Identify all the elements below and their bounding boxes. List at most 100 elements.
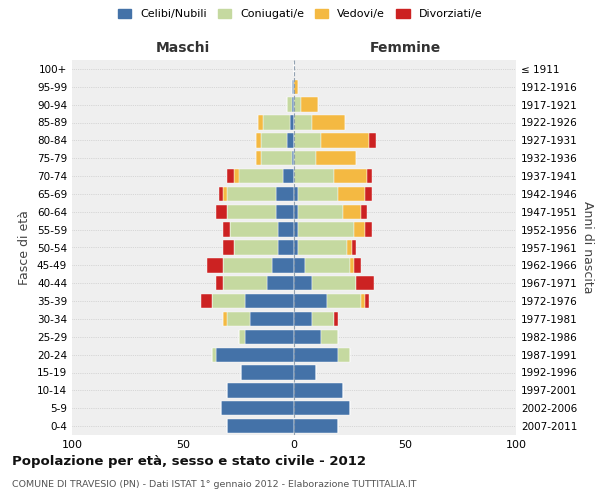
- Bar: [294, 133, 320, 148]
- Y-axis label: Anni di nascita: Anni di nascita: [581, 201, 594, 294]
- Bar: [256, 151, 260, 166]
- Bar: [338, 348, 349, 362]
- Bar: [276, 204, 294, 219]
- Bar: [223, 312, 227, 326]
- Bar: [287, 133, 294, 148]
- Bar: [320, 330, 338, 344]
- Bar: [260, 133, 287, 148]
- Bar: [312, 312, 334, 326]
- Bar: [292, 151, 294, 166]
- Legend: Celibi/Nubili, Coniugati/e, Vedovi/e, Divorziati/e: Celibi/Nubili, Coniugati/e, Vedovi/e, Di…: [115, 6, 485, 22]
- Bar: [347, 240, 352, 254]
- Bar: [316, 151, 356, 166]
- Bar: [234, 240, 278, 254]
- Bar: [227, 169, 234, 183]
- Bar: [227, 187, 276, 201]
- Bar: [312, 276, 356, 290]
- Bar: [223, 240, 234, 254]
- Bar: [263, 116, 290, 130]
- Bar: [223, 187, 227, 201]
- Bar: [278, 240, 294, 254]
- Bar: [294, 240, 298, 254]
- Bar: [298, 204, 343, 219]
- Bar: [212, 294, 245, 308]
- Bar: [294, 294, 328, 308]
- Bar: [227, 204, 276, 219]
- Bar: [328, 294, 361, 308]
- Bar: [216, 204, 227, 219]
- Bar: [365, 187, 372, 201]
- Bar: [268, 276, 294, 290]
- Bar: [292, 98, 294, 112]
- Bar: [294, 312, 312, 326]
- Bar: [343, 204, 361, 219]
- Bar: [352, 240, 356, 254]
- Bar: [294, 348, 338, 362]
- Bar: [294, 116, 312, 130]
- Text: Femmine: Femmine: [370, 40, 440, 54]
- Bar: [305, 258, 349, 272]
- Bar: [312, 116, 345, 130]
- Bar: [245, 330, 294, 344]
- Bar: [239, 330, 245, 344]
- Bar: [338, 187, 365, 201]
- Text: Maschi: Maschi: [156, 40, 210, 54]
- Bar: [298, 240, 347, 254]
- Bar: [260, 151, 292, 166]
- Bar: [294, 276, 312, 290]
- Bar: [294, 187, 298, 201]
- Bar: [301, 98, 319, 112]
- Bar: [354, 258, 361, 272]
- Bar: [208, 258, 223, 272]
- Bar: [227, 419, 294, 433]
- Bar: [356, 276, 374, 290]
- Bar: [276, 187, 294, 201]
- Bar: [216, 276, 223, 290]
- Bar: [283, 169, 294, 183]
- Bar: [298, 222, 354, 237]
- Bar: [294, 151, 316, 166]
- Bar: [238, 169, 283, 183]
- Bar: [294, 258, 305, 272]
- Bar: [334, 312, 338, 326]
- Bar: [230, 222, 278, 237]
- Bar: [223, 222, 230, 237]
- Bar: [241, 366, 294, 380]
- Bar: [361, 294, 365, 308]
- Bar: [259, 116, 263, 130]
- Bar: [221, 401, 294, 415]
- Bar: [250, 312, 294, 326]
- Bar: [294, 169, 334, 183]
- Bar: [367, 169, 372, 183]
- Bar: [354, 222, 365, 237]
- Bar: [223, 276, 268, 290]
- Bar: [294, 419, 338, 433]
- Bar: [294, 401, 349, 415]
- Bar: [320, 133, 370, 148]
- Text: Popolazione per età, sesso e stato civile - 2012: Popolazione per età, sesso e stato civil…: [12, 455, 366, 468]
- Bar: [201, 294, 212, 308]
- Bar: [298, 187, 338, 201]
- Bar: [365, 294, 370, 308]
- Bar: [227, 383, 294, 398]
- Bar: [256, 133, 260, 148]
- Bar: [272, 258, 294, 272]
- Bar: [223, 258, 272, 272]
- Bar: [334, 169, 367, 183]
- Bar: [234, 169, 239, 183]
- Bar: [294, 366, 316, 380]
- Text: COMUNE DI TRAVESIO (PN) - Dati ISTAT 1° gennaio 2012 - Elaborazione TUTTITALIA.I: COMUNE DI TRAVESIO (PN) - Dati ISTAT 1° …: [12, 480, 416, 489]
- Bar: [245, 294, 294, 308]
- Bar: [227, 312, 250, 326]
- Bar: [218, 187, 223, 201]
- Bar: [290, 116, 294, 130]
- Bar: [212, 348, 217, 362]
- Bar: [278, 222, 294, 237]
- Y-axis label: Fasce di età: Fasce di età: [19, 210, 31, 285]
- Bar: [292, 80, 294, 94]
- Bar: [294, 98, 301, 112]
- Bar: [349, 258, 354, 272]
- Bar: [294, 383, 343, 398]
- Bar: [365, 222, 372, 237]
- Bar: [217, 348, 294, 362]
